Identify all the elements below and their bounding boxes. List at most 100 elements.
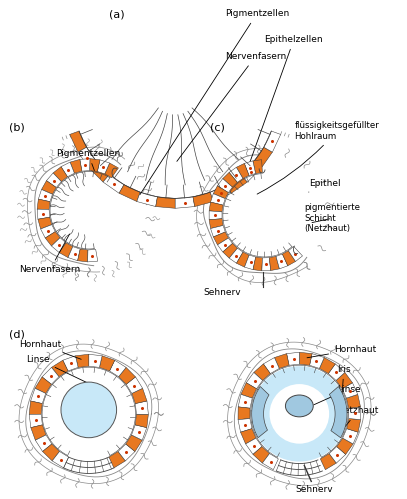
- Polygon shape: [262, 257, 271, 271]
- Polygon shape: [37, 199, 50, 210]
- Text: Pigmentzellen: Pigmentzellen: [140, 9, 289, 195]
- Polygon shape: [226, 175, 247, 193]
- Polygon shape: [43, 444, 59, 461]
- Polygon shape: [109, 360, 126, 377]
- Text: Linse: Linse: [26, 355, 104, 391]
- Polygon shape: [61, 162, 74, 177]
- Polygon shape: [254, 147, 272, 168]
- Ellipse shape: [285, 395, 313, 417]
- Polygon shape: [320, 454, 336, 470]
- Polygon shape: [329, 387, 347, 438]
- Polygon shape: [210, 194, 225, 205]
- Polygon shape: [31, 388, 46, 404]
- Polygon shape: [217, 238, 232, 252]
- Polygon shape: [42, 181, 56, 194]
- Polygon shape: [126, 435, 142, 452]
- Polygon shape: [175, 197, 195, 208]
- Text: Linse: Linse: [314, 385, 361, 405]
- Polygon shape: [347, 419, 361, 432]
- Polygon shape: [46, 173, 61, 188]
- Polygon shape: [241, 429, 256, 444]
- Text: Hornhaut: Hornhaut: [19, 340, 81, 359]
- Polygon shape: [209, 211, 222, 220]
- Circle shape: [269, 384, 329, 444]
- Text: (d): (d): [9, 329, 25, 339]
- Polygon shape: [263, 358, 279, 374]
- Polygon shape: [241, 162, 261, 182]
- Polygon shape: [131, 425, 147, 440]
- Polygon shape: [310, 354, 324, 368]
- Text: (a): (a): [109, 9, 124, 19]
- Polygon shape: [88, 250, 98, 262]
- Circle shape: [252, 366, 347, 462]
- Polygon shape: [38, 190, 53, 202]
- Polygon shape: [223, 244, 237, 258]
- Polygon shape: [346, 394, 361, 408]
- Polygon shape: [119, 185, 140, 202]
- Polygon shape: [132, 388, 147, 404]
- Text: (c): (c): [210, 123, 225, 133]
- Polygon shape: [41, 225, 55, 238]
- Polygon shape: [103, 175, 124, 193]
- Polygon shape: [35, 377, 51, 393]
- Polygon shape: [229, 167, 243, 182]
- Polygon shape: [282, 250, 295, 266]
- Polygon shape: [68, 247, 80, 260]
- Polygon shape: [29, 414, 42, 428]
- Polygon shape: [213, 186, 228, 199]
- Polygon shape: [52, 452, 69, 468]
- Polygon shape: [89, 354, 102, 367]
- Text: Netzhaut: Netzhaut: [337, 406, 379, 430]
- Polygon shape: [328, 364, 345, 380]
- Polygon shape: [210, 226, 225, 237]
- Polygon shape: [319, 358, 335, 374]
- Polygon shape: [118, 444, 135, 461]
- Polygon shape: [337, 438, 353, 455]
- Polygon shape: [343, 429, 358, 444]
- Polygon shape: [118, 367, 136, 384]
- Polygon shape: [29, 401, 42, 414]
- Polygon shape: [135, 414, 149, 428]
- Text: Sehnerv: Sehnerv: [295, 486, 333, 495]
- Polygon shape: [236, 164, 249, 179]
- Polygon shape: [136, 401, 149, 414]
- Polygon shape: [236, 252, 249, 267]
- Text: pigmentierte
Schicht
(Netzhaut): pigmentierte Schicht (Netzhaut): [304, 203, 360, 233]
- Text: Sehnerv: Sehnerv: [203, 288, 241, 297]
- Polygon shape: [263, 454, 278, 470]
- Polygon shape: [276, 254, 288, 269]
- Text: Epithelzellen: Epithelzellen: [245, 35, 323, 176]
- Polygon shape: [45, 232, 60, 246]
- Polygon shape: [287, 352, 299, 365]
- Polygon shape: [78, 249, 88, 262]
- Polygon shape: [349, 407, 361, 420]
- Polygon shape: [254, 364, 270, 380]
- Polygon shape: [99, 356, 115, 371]
- Polygon shape: [238, 419, 252, 432]
- Text: Hornhaut: Hornhaut: [307, 345, 376, 358]
- Polygon shape: [246, 372, 263, 389]
- Polygon shape: [245, 438, 262, 455]
- Polygon shape: [78, 147, 97, 168]
- Polygon shape: [35, 435, 52, 452]
- Polygon shape: [269, 256, 280, 270]
- Circle shape: [43, 368, 134, 460]
- Text: Nervenfasern: Nervenfasern: [19, 234, 81, 274]
- Wedge shape: [224, 175, 292, 256]
- Polygon shape: [38, 217, 52, 229]
- Polygon shape: [342, 383, 358, 398]
- Text: Pigmentzellen: Pigmentzellen: [56, 149, 120, 171]
- Polygon shape: [53, 167, 68, 182]
- Polygon shape: [217, 179, 232, 193]
- Polygon shape: [244, 161, 256, 176]
- Polygon shape: [253, 160, 263, 174]
- Polygon shape: [299, 352, 312, 365]
- Text: (b): (b): [9, 123, 25, 133]
- Polygon shape: [70, 131, 87, 152]
- Polygon shape: [137, 192, 158, 207]
- Polygon shape: [31, 425, 46, 440]
- Polygon shape: [80, 159, 90, 171]
- Polygon shape: [329, 447, 346, 463]
- Polygon shape: [52, 360, 68, 377]
- Text: Iris: Iris: [337, 365, 351, 406]
